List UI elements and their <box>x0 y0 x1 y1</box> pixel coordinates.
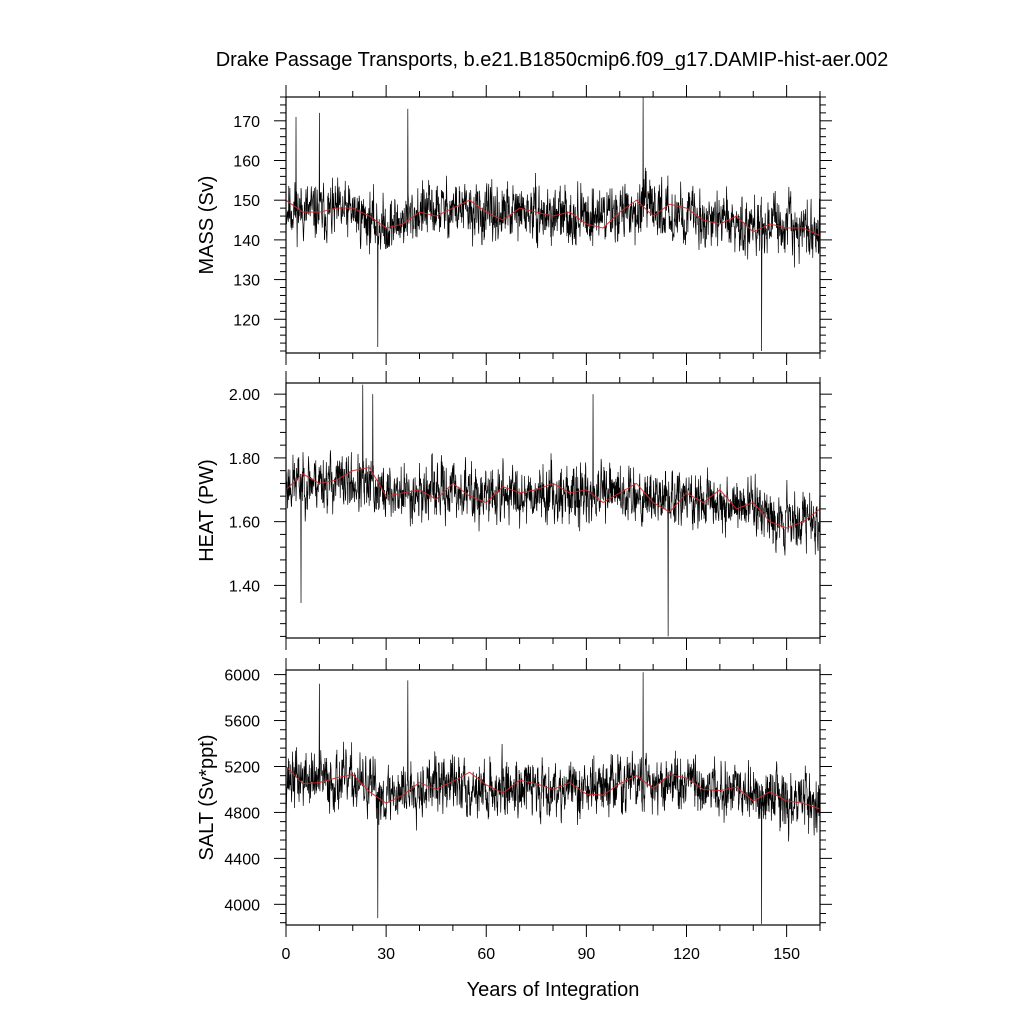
series-smooth-salt <box>286 766 820 810</box>
series-smooth-heat <box>286 466 820 529</box>
panel-salt: 4000 4400 4800 5200 5600 6000 0 30 60 90 120 150 SAL… <box>196 658 832 963</box>
series-raw-heat <box>286 384 820 637</box>
panel-mass: 120 130 140 150 160 170 MASS (Sv) <box>196 85 832 365</box>
x-tick-label: 30 <box>377 946 395 963</box>
x-tick-label: 120 <box>673 946 700 963</box>
y-tick-label: 1.60 <box>229 515 260 532</box>
panels: 120 130 140 150 160 170 MASS (Sv) 1.40 1.60 1.80 2… <box>196 85 832 963</box>
y-tick-label: 1.80 <box>229 451 260 468</box>
series-raw-salt <box>286 672 820 924</box>
y-tick-label: 2.00 <box>229 387 260 404</box>
series-raw-mass <box>286 97 820 352</box>
x-tick-label: 0 <box>282 946 291 963</box>
y-tick-label: 6000 <box>224 668 260 685</box>
chart-title: Drake Passage Transports, b.e21.B1850cmi… <box>216 49 889 71</box>
series-smooth-mass <box>286 199 820 237</box>
y-axis-label-heat: HEAT (PW) <box>196 459 218 562</box>
y-tick-label: 4800 <box>224 805 260 822</box>
y-tick-label: 4000 <box>224 897 260 914</box>
y-tick-label: 120 <box>233 312 260 329</box>
y-tick-label: 170 <box>233 114 260 131</box>
x-tick-label: 150 <box>773 946 800 963</box>
x-tick-label: 60 <box>477 946 495 963</box>
y-axis-label-mass: MASS (Sv) <box>196 176 218 275</box>
panel-heat: 1.40 1.60 1.80 2.00 HEAT (PW) <box>196 371 832 650</box>
y-tick-label: 4400 <box>224 851 260 868</box>
y-tick-label: 5200 <box>224 759 260 776</box>
y-tick-label: 1.40 <box>229 578 260 595</box>
y-tick-label: 150 <box>233 193 260 210</box>
x-tick-label: 90 <box>577 946 595 963</box>
y-tick-label: 160 <box>233 154 260 171</box>
x-axis-label: Years of Integration <box>467 979 640 1001</box>
y-tick-label: 140 <box>233 233 260 250</box>
y-tick-label: 5600 <box>224 714 260 731</box>
y-axis-label-salt: SALT (Sv*ppt) <box>196 735 218 861</box>
y-tick-label: 130 <box>233 273 260 290</box>
